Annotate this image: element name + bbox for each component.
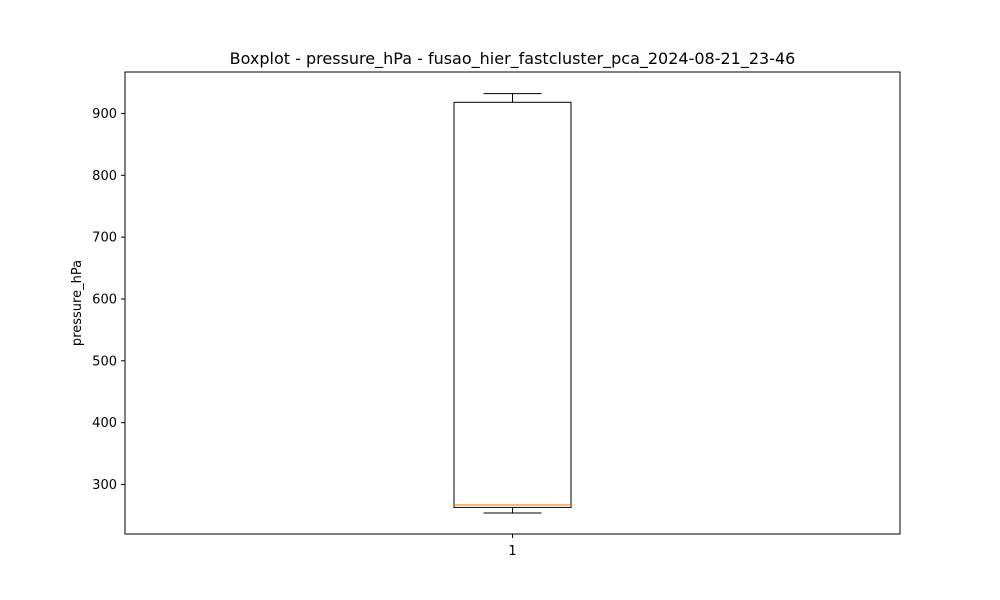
x-tick-label: 1 (508, 544, 516, 559)
y-tick-label: 300 (92, 478, 117, 493)
y-tick-label: 400 (92, 416, 117, 431)
y-tick-label: 800 (92, 169, 117, 184)
box-iqr (453, 101, 572, 508)
y-tick-label: 900 (92, 107, 117, 122)
y-tick-label: 600 (92, 292, 117, 307)
y-axis-label: pressure_hPa (70, 260, 85, 346)
plot-area: 300 400 500 600 700 800 900 1 (92, 93, 572, 559)
chart-title: Boxplot - pressure_hPa - fusao_hier_fast… (230, 49, 796, 69)
plot-frame (124, 71, 901, 535)
y-tick-label: 500 (92, 354, 117, 369)
y-tick-label: 700 (92, 231, 117, 246)
